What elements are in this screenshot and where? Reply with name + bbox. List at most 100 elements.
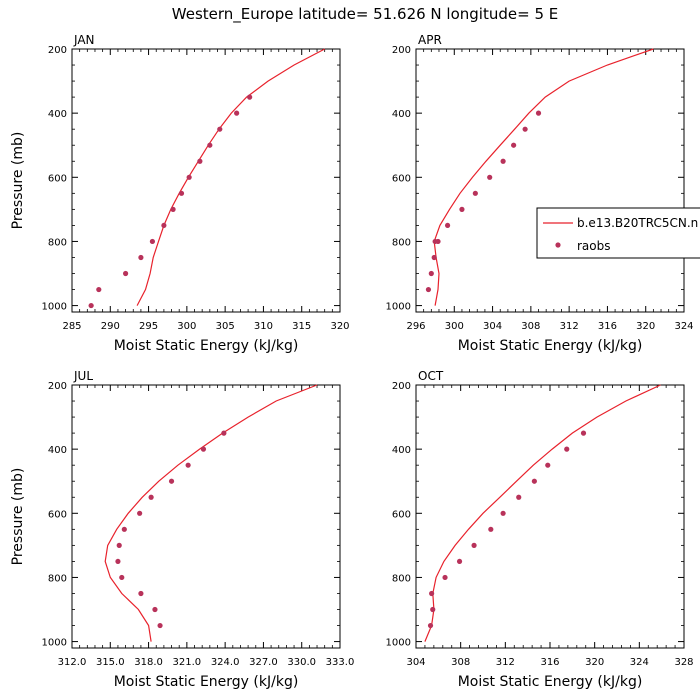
model-series-line-jul	[104, 384, 318, 642]
x-tick-label-jul: 315.0	[96, 657, 125, 668]
y-tick-label-jan: 200	[48, 45, 67, 56]
panel-oct: OCT 304 308 312 316 320 324 328 200 400 600 800 1000…	[386, 369, 694, 690]
obs-point-apr	[444, 222, 451, 229]
y-tick-label-apr: 200	[392, 45, 411, 56]
x-tick-label-oct: 312	[496, 657, 515, 668]
y-tick-label-oct: 400	[392, 445, 411, 456]
obs-point-jan	[138, 254, 144, 261]
x-tick-label-jul: 321.0	[173, 657, 202, 668]
obs-point-apr	[472, 190, 478, 196]
obs-point-jul	[221, 430, 227, 436]
x-tick-label-apr: 300	[445, 321, 464, 332]
obs-point-oct	[427, 622, 434, 629]
legend-model-label: b.e13.B20TRC5CN.n	[577, 216, 698, 230]
x-tick-label-jan: 290	[101, 321, 120, 332]
obs-point-jul	[168, 478, 175, 484]
obs-point-jan	[88, 302, 94, 309]
x-tick-label-jan: 310	[254, 321, 273, 332]
y-tick-label-oct: 800	[392, 573, 411, 584]
x-tick-label-jan: 305	[216, 321, 235, 332]
x-tick-label-oct: 324	[630, 657, 649, 668]
x-tick-label-jan: 295	[139, 321, 158, 332]
obs-point-oct	[430, 606, 436, 613]
obs-point-jul	[138, 590, 144, 597]
x-tick-label-apr: 316	[598, 321, 617, 332]
obs-point-oct	[580, 430, 587, 436]
panel-jan: JAN 285 290 295 300 305 310 315 320 200 400 600 800 1…	[10, 33, 350, 354]
y-tick-label-oct: 1000	[386, 638, 411, 649]
obs-point-jul	[119, 574, 125, 581]
x-axis-label-jul: Moist Static Energy (kJ/kg)	[114, 674, 299, 690]
x-tick-label-jul: 333.0	[326, 657, 355, 668]
x-tick-label-jul: 330.0	[287, 657, 316, 668]
obs-point-jan	[149, 238, 155, 245]
obs-point-jan	[234, 110, 240, 116]
panel-apr: APR 296 300 304 308 312 316 320 324 200 400 600 800 1…	[386, 33, 694, 354]
model-series-line-oct	[424, 384, 661, 642]
obs-point-jul	[152, 606, 158, 613]
y-tick-label-jan: 600	[48, 173, 67, 184]
model-series-line-jan	[136, 48, 325, 306]
y-tick-label-jul: 400	[48, 445, 67, 456]
x-axis-label-oct: Moist Static Energy (kJ/kg)	[458, 674, 643, 690]
legend-obs-marker	[555, 242, 561, 248]
model-series-line-apr	[433, 48, 654, 306]
x-tick-label-apr: 320	[636, 321, 655, 332]
obs-point-jul	[116, 542, 122, 548]
y-tick-label-jul: 600	[48, 509, 67, 520]
x-tick-label-apr: 304	[483, 321, 502, 332]
obs-point-jul	[148, 494, 154, 500]
y-tick-label-apr: 600	[392, 173, 411, 184]
obs-point-apr	[500, 158, 506, 164]
y-tick-label-jan: 1000	[42, 302, 67, 313]
obs-point-apr	[522, 126, 528, 132]
obs-point-apr	[428, 270, 434, 277]
x-tick-label-oct: 304	[406, 657, 425, 668]
obs-point-jan	[197, 158, 203, 164]
plot-frame-jul	[71, 384, 341, 649]
main-title: Western_Europe latitude= 51.626 N longit…	[172, 5, 558, 24]
y-tick-label-apr: 1000	[386, 302, 411, 313]
obs-point-jan	[96, 286, 102, 293]
obs-point-oct	[564, 446, 570, 452]
obs-point-jul	[115, 558, 121, 565]
plot-frame-oct	[415, 384, 685, 649]
obs-point-jan	[207, 142, 213, 148]
y-tick-label-jan: 800	[48, 237, 67, 248]
obs-point-jul	[137, 510, 143, 516]
x-tick-label-oct: 316	[540, 657, 559, 668]
plot-frame-apr	[415, 48, 685, 313]
panel-label-jan: JAN	[73, 33, 95, 47]
obs-point-oct	[545, 462, 551, 468]
x-tick-label-jul: 327.0	[249, 657, 278, 668]
obs-point-jan	[217, 126, 223, 132]
x-axis-label-apr: Moist Static Energy (kJ/kg)	[458, 338, 643, 354]
obs-point-apr	[511, 142, 517, 148]
x-tick-label-oct: 320	[585, 657, 604, 668]
y-tick-label-jan: 400	[48, 109, 67, 120]
obs-point-jan	[170, 206, 176, 212]
panel-label-oct: OCT	[418, 369, 444, 383]
obs-point-jan	[123, 270, 129, 277]
x-tick-label-jan: 285	[62, 321, 81, 332]
y-tick-label-apr: 800	[392, 237, 411, 248]
x-tick-label-apr: 308	[521, 321, 540, 332]
x-tick-label-apr: 324	[674, 321, 693, 332]
y-tick-label-apr: 400	[392, 109, 411, 120]
obs-point-jul	[157, 622, 163, 629]
legend-box	[536, 207, 700, 259]
obs-point-oct	[429, 590, 435, 597]
plot-frame-jan	[71, 48, 341, 313]
y-axis-label-jan: Pressure (mb)	[10, 132, 26, 230]
obs-point-oct	[456, 558, 463, 565]
obs-point-oct	[531, 478, 537, 484]
obs-point-apr	[431, 254, 437, 261]
obs-point-apr	[535, 110, 542, 116]
obs-point-jan	[186, 174, 192, 180]
obs-point-oct	[488, 526, 494, 532]
x-tick-label-oct: 328	[674, 657, 693, 668]
obs-point-apr	[435, 238, 441, 245]
y-tick-label-oct: 200	[392, 381, 411, 392]
panel-label-apr: APR	[418, 33, 442, 47]
